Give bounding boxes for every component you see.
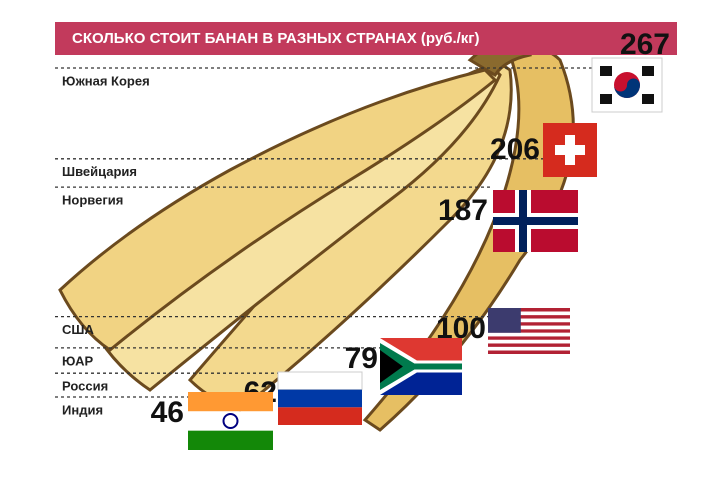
flag-stripe bbox=[278, 389, 362, 408]
banana bbox=[58, 36, 575, 432]
banana-finger bbox=[58, 68, 498, 352]
flag bbox=[493, 190, 578, 252]
flag-stripe bbox=[488, 315, 570, 319]
value-label: 187 bbox=[438, 194, 488, 227]
category-label: Норвегия bbox=[62, 193, 123, 208]
value-label: 206 bbox=[490, 133, 540, 166]
category-label: Россия bbox=[62, 379, 108, 394]
category-label: Швейцария bbox=[62, 164, 137, 179]
flag-canton bbox=[488, 308, 521, 333]
flag-stripe bbox=[488, 332, 570, 337]
flag-stripe bbox=[488, 322, 570, 326]
flag-stripe bbox=[488, 318, 570, 323]
category-label: ЮАР bbox=[62, 353, 93, 368]
category-label: США bbox=[62, 322, 94, 337]
flag-stripe bbox=[488, 346, 570, 351]
flag-stripe bbox=[488, 311, 570, 316]
flag bbox=[488, 308, 570, 354]
flag-bars bbox=[642, 66, 654, 76]
flag-wheel bbox=[222, 413, 239, 429]
flag-stripe bbox=[488, 343, 570, 347]
flag bbox=[591, 57, 663, 113]
flag-stripe bbox=[488, 339, 570, 344]
flag bbox=[188, 392, 273, 450]
flag bbox=[277, 371, 363, 425]
flag bbox=[543, 123, 597, 177]
flag-stripe bbox=[278, 407, 362, 425]
flag-stripe bbox=[188, 411, 273, 431]
value-label: 267 bbox=[620, 28, 670, 61]
title-bar bbox=[55, 22, 677, 55]
flag-stripe bbox=[188, 392, 273, 412]
flag-stripe bbox=[188, 430, 273, 450]
category-label: Южная Корея bbox=[62, 73, 150, 88]
flag-bars bbox=[642, 94, 654, 104]
flag-stripe bbox=[488, 350, 570, 354]
flag-bars bbox=[600, 94, 612, 104]
flag-stripe bbox=[488, 325, 570, 330]
chart-title: СКОЛЬКО СТОИТ БАНАН В РАЗНЫХ СТРАНАХ (ру… bbox=[72, 30, 480, 47]
flag-tri bbox=[380, 350, 403, 383]
flag-stripe bbox=[488, 329, 570, 333]
value-label: 46 bbox=[151, 396, 184, 429]
category-label: Индия bbox=[62, 402, 103, 417]
flag-stripe bbox=[488, 336, 570, 340]
flag bbox=[380, 338, 462, 395]
flag-cross bbox=[493, 217, 578, 225]
flag-stripe bbox=[488, 308, 570, 312]
flag-cross bbox=[555, 145, 585, 155]
flag-y bbox=[380, 343, 462, 390]
flag-stripe bbox=[277, 371, 363, 391]
value-label: 79 bbox=[345, 342, 378, 375]
flag-blue bbox=[614, 78, 640, 98]
flag-bars bbox=[600, 66, 612, 76]
